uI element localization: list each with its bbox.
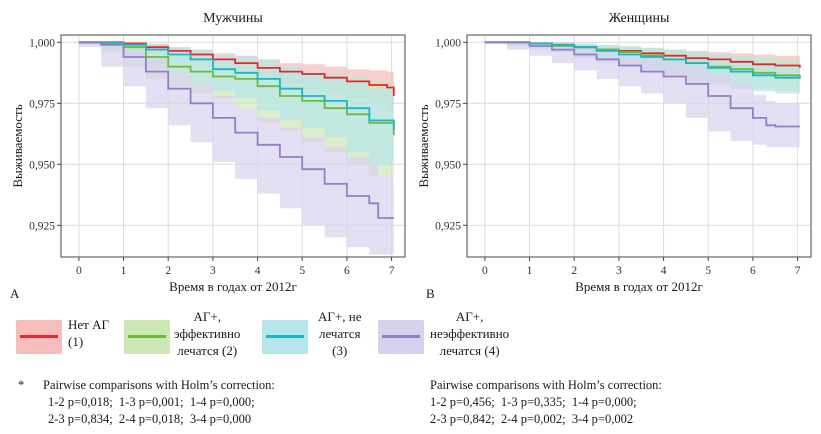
panel-title: Мужчины — [203, 11, 263, 26]
notes-right-line2: 2-3 p=0,842; 2-4 p=0,002; 3-4 p=0,002 — [430, 412, 634, 426]
notes-right-line1: 1-2 p=0,456; 1-3 p=0,335; 1-4 p=0,000; — [430, 395, 637, 409]
plot-border — [466, 34, 812, 258]
x-tick-label: 5 — [299, 265, 305, 277]
legend-swatch-1 — [16, 320, 62, 354]
plot-border — [60, 34, 406, 258]
survival-charts: 0 1 2 3 4 5 6 7 1,000 0,975 0,950 0,925 Мужчины Время… — [10, 11, 812, 301]
x-tick-label: 6 — [750, 265, 756, 277]
legend-item-effective-treatment: АГ+, эффективно лечатся (2) — [124, 306, 264, 366]
survival-line-ineffective-treatment — [78, 41, 394, 219]
legend-label-2: АГ+, эффективно лечатся (2) — [174, 309, 241, 358]
notes-right-title: Pairwise comparisons with Holm’s correct… — [430, 378, 662, 392]
x-axis-label: Время в годах от 2012г — [575, 279, 703, 294]
x-axis-label: Время в годах от 2012г — [169, 279, 297, 294]
legend-swatch-2 — [124, 320, 170, 354]
survival-line-untreated — [484, 41, 801, 79]
notes-left-line1: 1-2 p=0,018; 1-3 p=0,001; 1-4 p=0,000; — [48, 395, 255, 409]
panel-letter: A — [10, 286, 20, 301]
legend: Нет АГ (1) АГ+, эффективно лечатся (2) А… — [0, 306, 821, 366]
panel-letter: B — [426, 286, 435, 301]
y-tick-label: 0,925 — [29, 220, 55, 232]
survival-line-effective-treatment — [78, 41, 395, 135]
x-tick-label: 0 — [76, 265, 82, 277]
panel-women: 0 1 2 3 4 5 6 7 1,000 0,975 0,950 0,925 Женщины Время… — [416, 11, 812, 301]
x-tick-label: 7 — [795, 265, 801, 277]
x-tick-label: 4 — [661, 265, 667, 277]
survival-line-untreated — [78, 41, 395, 131]
y-tick-label: 1,000 — [435, 37, 461, 49]
survival-line-ineffective-treatment — [484, 41, 800, 128]
x-tick-label: 1 — [121, 265, 127, 277]
y-tick-label: 0,925 — [435, 220, 461, 232]
notes-left-line2: 2-3 p=0,834; 2-4 p=0,018; 3-4 p=0,000 — [48, 412, 252, 426]
ci-band-untreated — [78, 42, 394, 165]
x-tick-label: 3 — [616, 265, 622, 277]
y-axis-label: Выживаемость — [10, 104, 25, 187]
notes-left: * Pairwise comparisons with Holm’s corre… — [18, 377, 275, 428]
legend-label-3: АГ+, не лечатся (3) — [318, 309, 362, 358]
y-tick-label: 0,950 — [435, 159, 461, 171]
legend-swatch-4 — [378, 320, 424, 354]
notes-asterisk: * — [18, 378, 25, 392]
legend-item-ineffective-treatment: АГ+, неэффективно лечатся (4) — [378, 306, 538, 366]
x-tick-label: 6 — [344, 265, 350, 277]
panel-title: Женщины — [609, 11, 670, 26]
legend-label-4: АГ+, неэффективно лечатся (4) — [430, 309, 510, 358]
y-tick-label: 0,975 — [29, 98, 55, 110]
ci-band-ineffective-treatment — [78, 42, 394, 255]
y-tick-label: 0,950 — [29, 159, 55, 171]
legend-item-untreated: АГ+, не лечатся (3) — [262, 306, 382, 366]
notes-right: Pairwise comparisons with Holm’s correct… — [430, 377, 662, 428]
x-tick-label: 5 — [705, 265, 711, 277]
x-tick-label: 2 — [571, 265, 577, 277]
legend-item-no-hypertension: Нет АГ (1) — [16, 306, 116, 366]
y-tick-label: 0,975 — [435, 98, 461, 110]
x-tick-label: 7 — [389, 265, 395, 277]
y-tick-label: 1,000 — [29, 37, 55, 49]
x-tick-label: 3 — [210, 265, 216, 277]
legend-label-1: Нет АГ (1) — [68, 317, 109, 349]
ci-band-ineffective-treatment — [484, 42, 800, 148]
notes-left-title: Pairwise comparisons with Holm’s correct… — [43, 378, 275, 392]
x-tick-label: 0 — [482, 265, 488, 277]
x-tick-label: 1 — [527, 265, 533, 277]
legend-swatch-3 — [262, 320, 308, 354]
x-tick-label: 4 — [255, 265, 261, 277]
panel-men: 0 1 2 3 4 5 6 7 1,000 0,975 0,950 0,925 Мужчины Время… — [10, 11, 406, 301]
x-tick-label: 2 — [165, 265, 171, 277]
y-axis-label: Выживаемость — [416, 104, 431, 187]
